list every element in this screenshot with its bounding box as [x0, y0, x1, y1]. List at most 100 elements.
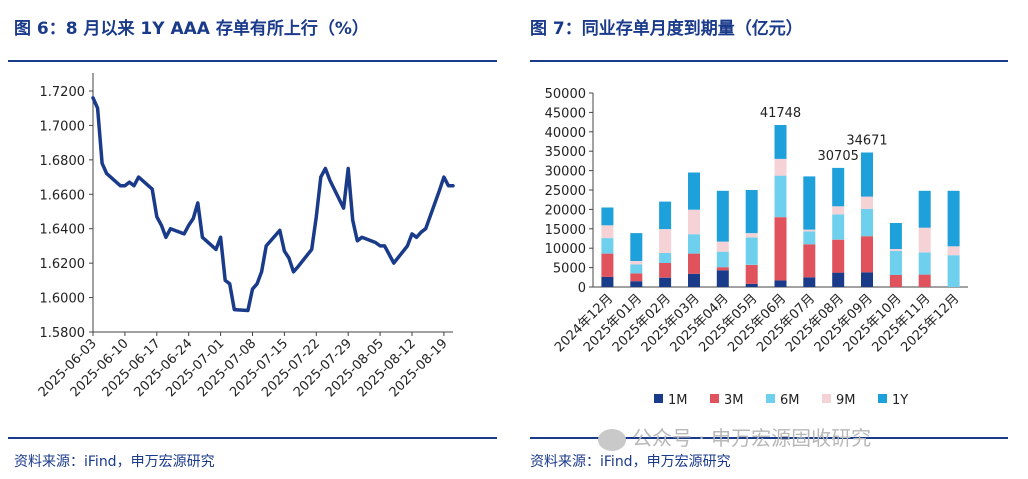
right-bar-segment-3M [803, 244, 816, 278]
right-bar-segment-1Y [716, 190, 729, 242]
left-figure-title: 图 6：8 月以来 1Y AAA 存单有所上行（%） [14, 19, 369, 39]
right-legend-label: 9M [836, 393, 856, 408]
right-bar-segment-1Y [745, 190, 758, 234]
watermark-text: 公众号 · 申万宏源固收研究 [632, 426, 872, 450]
right-bar-segment-9M [803, 229, 816, 232]
right-y-tick-label: 20000 [545, 203, 586, 218]
right-bar-segment-6M [774, 175, 787, 218]
right-bar-segment-1M [774, 280, 787, 287]
right-bar-segment-6M [947, 255, 960, 287]
right-figure-title: 图 7：同业存单月度到期量（亿元） [530, 19, 803, 39]
right-legend-swatch [710, 394, 719, 403]
right-bar-segment-1M [803, 277, 816, 287]
right-bar-segment-3M [601, 253, 614, 277]
right-bar-segment-1M [861, 272, 873, 287]
right-bar-segment-6M [832, 214, 845, 240]
right-bar-segment-9M [745, 233, 758, 238]
right-bar-segment-9M [716, 241, 729, 252]
right-bar-segment-6M [659, 252, 672, 263]
right-bar-total-label: 41748 [760, 106, 801, 121]
right-bar-segment-6M [918, 252, 931, 275]
right-bar-segment-1Y [601, 207, 614, 226]
right-bar-segment-1M [659, 277, 672, 287]
right-bar-segment-1M [832, 272, 845, 287]
right-bar-segment-1M [716, 270, 729, 287]
right-bar-segment-1Y [861, 152, 873, 197]
wechat-icon [598, 428, 626, 451]
left-title-rule [8, 60, 497, 62]
right-bar-segment-1Y [918, 190, 931, 228]
right-bar-segment-6M [889, 250, 902, 275]
right-bar-segment-1M [745, 283, 758, 287]
right-y-tick-label: 10000 [545, 242, 586, 257]
right-bar-segment-1Y [774, 125, 787, 159]
right-bar-segment-1Y [659, 201, 672, 230]
right-y-tick-label: 50000 [545, 87, 586, 102]
right-y-tick-label: 15000 [545, 223, 586, 238]
left-source-rule [8, 437, 497, 439]
left-y-tick-label: 1.6600 [40, 188, 86, 203]
right-bar-segment-1Y [947, 190, 960, 247]
right-bar-segment-1Y [688, 172, 700, 210]
right-source-rule [530, 437, 1008, 439]
right-bar-segment-9M [774, 159, 787, 176]
right-legend-label: 1Y [892, 393, 908, 408]
right-y-tick-label: 30000 [545, 165, 586, 180]
right-bar-segment-3M [745, 264, 758, 284]
right-bar-segment-1Y [832, 167, 845, 207]
right-bar-segment-1M [630, 281, 643, 287]
right-y-tick-label: 5000 [553, 262, 586, 277]
left-y-tick-label: 1.7200 [40, 85, 86, 100]
right-bar-chart: 0 5000 10000 15000 20000 25000 30000 35000 40000… [545, 87, 968, 408]
right-bar-segment-3M [918, 274, 931, 287]
right-bar-segment-6M [803, 231, 816, 245]
right-legend-label: 1M [668, 393, 688, 408]
right-bar-segment-9M [630, 261, 643, 265]
right-bar-segment-9M [601, 225, 614, 239]
left-series-line [91, 96, 455, 313]
right-source-note: 资料来源：iFind，申万宏源研究 [530, 454, 731, 470]
right-bar-segment-6M [861, 209, 873, 237]
right-bar-segment-9M [889, 249, 902, 251]
right-legend-swatch [766, 394, 775, 403]
right-y-tick-label: 35000 [545, 145, 586, 160]
right-bar-segment-1Y [630, 233, 643, 261]
left-panel: 图 6：8 月以来 1Y AAA 存单有所上行（%） 1.5800 1.6000 1… [0, 0, 505, 479]
right-bar-segment-3M [832, 239, 845, 273]
right-bar-segment-1M [688, 273, 700, 287]
right-bar-segment-1Y [803, 176, 816, 230]
right-bar-segment-9M [918, 227, 931, 253]
right-y-tick-label: 45000 [545, 106, 586, 121]
left-source-note: 资料来源：iFind，申万宏源研究 [14, 454, 215, 470]
right-bar-segment-3M [630, 273, 643, 282]
left-y-tick-label: 1.6400 [40, 223, 86, 238]
left-y-tick-label: 1.7000 [40, 119, 86, 134]
right-bar-total-label: 30705 [818, 149, 859, 164]
right-bar-segment-3M [688, 253, 700, 274]
right-bar-total-label: 34671 [846, 133, 887, 148]
right-bar-segment-3M [659, 262, 672, 278]
left-y-tick-label: 1.6800 [40, 154, 86, 169]
right-bar-segment-6M [716, 251, 729, 268]
right-legend-swatch [822, 394, 831, 403]
right-bar-segment-6M [601, 238, 614, 254]
right-bar-segment-3M [861, 236, 873, 273]
right-bar-segment-9M [861, 196, 873, 209]
right-bar-segment-3M [889, 275, 902, 287]
right-bar-segment-6M [630, 264, 643, 274]
right-y-tick-label: 40000 [545, 126, 586, 141]
right-bar-segment-9M [688, 209, 700, 235]
left-y-tick-label: 1.5800 [40, 326, 86, 341]
right-bar-segment-6M [745, 237, 758, 265]
right-bar-segment-1M [601, 276, 614, 287]
right-bar-segment-9M [832, 206, 845, 215]
right-y-tick-label: 0 [578, 281, 586, 296]
right-title-rule [530, 60, 1008, 62]
right-legend-swatch [654, 394, 663, 403]
right-legend-label: 6M [780, 393, 800, 408]
right-bar-segment-6M [688, 234, 700, 254]
right-y-tick-label: 25000 [545, 184, 586, 199]
right-bar-segment-1Y [889, 223, 902, 249]
right-panel: 图 7：同业存单月度到期量（亿元） 0 5000 10000 15000 20000 25… [522, 0, 1028, 479]
right-legend-label: 3M [724, 393, 744, 408]
